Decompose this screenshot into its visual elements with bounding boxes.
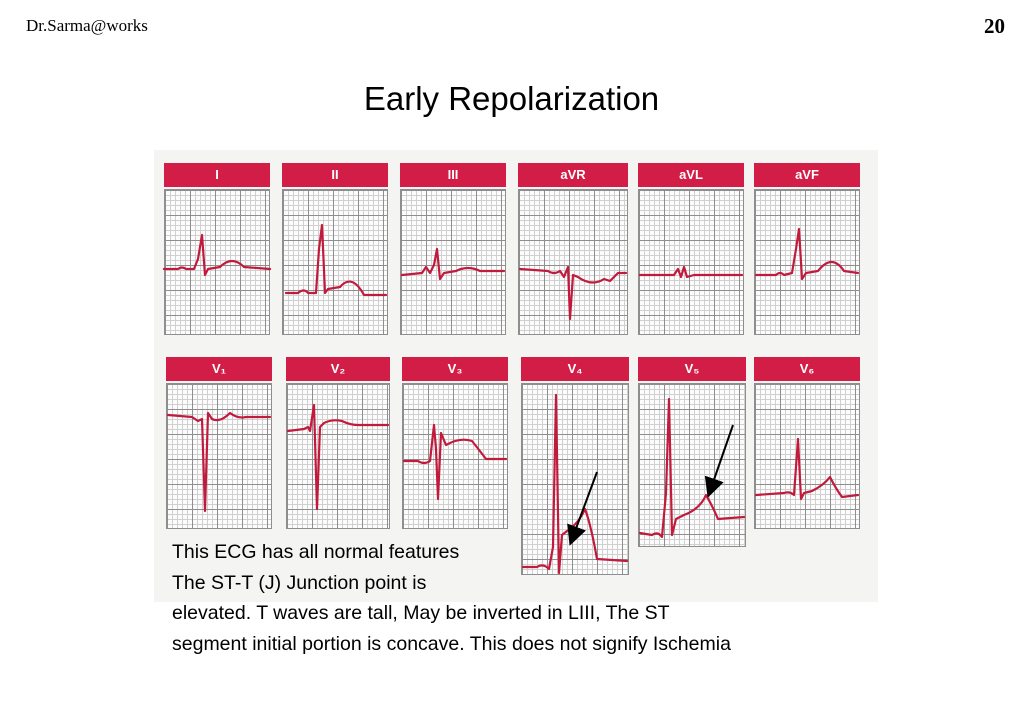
author-label: Dr.Sarma@works	[26, 16, 148, 35]
ecg-trace-aVR	[518, 265, 628, 321]
caption: This ECG has all normal features The ST-…	[172, 537, 792, 659]
lead-label-aVL: aVL	[638, 163, 744, 187]
ecg-trace-V5	[638, 397, 746, 539]
annotation-arrows	[567, 424, 734, 546]
ecg-figure: I II III aVR aVL aVF	[154, 150, 878, 602]
lead-panel-aVF: aVF	[754, 163, 860, 335]
slide-title: Early Repolarization	[363, 80, 660, 117]
ecg-trace-aVF	[754, 227, 860, 281]
lead-label-V6: V₆	[754, 357, 860, 381]
lead-label-aVR: aVR	[518, 163, 628, 187]
ecg-grid	[754, 383, 860, 529]
lead-label-V1: V₁	[166, 357, 272, 381]
page-number: 20	[984, 14, 1005, 38]
ecg-grid	[164, 189, 270, 335]
ecg-trace-V6	[754, 437, 860, 501]
ecg-grid	[166, 383, 272, 529]
caption-line-3: elevated. T waves are tall, May be inver…	[172, 602, 670, 624]
ecg-grid	[518, 189, 628, 335]
ecg-grid	[638, 383, 746, 547]
ecg-grid	[400, 189, 506, 335]
lead-label-II: II	[282, 163, 388, 187]
lead-panel-aVR: aVR	[518, 163, 628, 335]
ecg-grid	[638, 189, 744, 335]
caption-line-2: The ST-T (J) Junction point is	[172, 567, 433, 598]
lead-label-aVF: aVF	[754, 163, 860, 187]
ecg-grid	[282, 189, 388, 335]
ecg-trace-V1	[166, 411, 272, 513]
lead-panel-V5: V₅	[638, 357, 746, 547]
lead-panel-II: II	[282, 163, 388, 335]
ecg-trace-V3	[402, 423, 508, 501]
lead-label-V3: V₃	[402, 357, 508, 381]
lead-panel-V3: V₃	[402, 357, 508, 529]
arrow-v4	[567, 471, 598, 546]
ecg-trace-I	[162, 233, 272, 277]
lead-label-III: III	[400, 163, 506, 187]
ecg-grid	[402, 383, 508, 529]
ecg-trace-aVL	[638, 265, 744, 279]
lead-panel-V2: V₂	[286, 357, 390, 529]
lead-panel-V1: V₁	[166, 357, 272, 529]
lead-label-V5: V₅	[638, 357, 746, 381]
lead-panel-I: I	[162, 163, 272, 335]
arrow-v5	[704, 424, 734, 498]
ecg-trace-V2	[286, 403, 390, 511]
lead-label-V4: V₄	[521, 357, 629, 381]
ecg-trace-III	[400, 247, 506, 281]
caption-line-4: segment initial portion is concave. This…	[172, 632, 731, 655]
ecg-grid	[286, 383, 390, 529]
ecg-trace-II	[284, 223, 388, 297]
lead-panel-III: III	[400, 163, 506, 335]
lead-panel-V6: V₆	[754, 357, 860, 529]
lead-label-I: I	[164, 163, 270, 187]
lead-panel-aVL: aVL	[638, 163, 744, 335]
caption-line-1: This ECG has all normal features	[172, 537, 466, 568]
lead-label-V2: V₂	[286, 357, 390, 381]
ecg-grid	[754, 189, 860, 335]
